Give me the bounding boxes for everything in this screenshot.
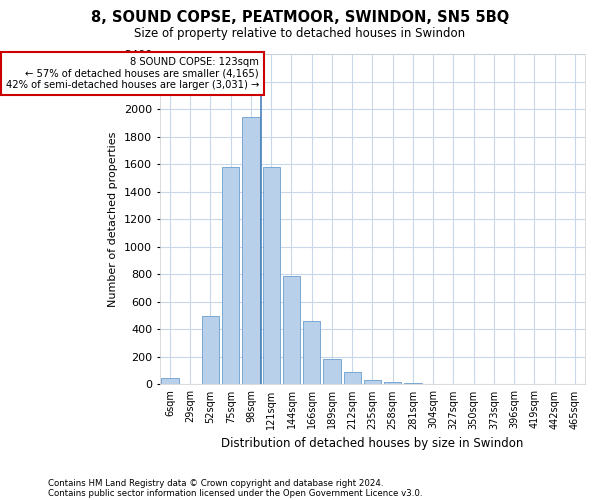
Text: 8, SOUND COPSE, PEATMOOR, SWINDON, SN5 5BQ: 8, SOUND COPSE, PEATMOOR, SWINDON, SN5 5…: [91, 10, 509, 25]
Bar: [222, 167, 239, 384]
Bar: [384, 382, 401, 384]
Bar: [364, 380, 381, 384]
Text: 8 SOUND COPSE: 123sqm
← 57% of detached houses are smaller (4,165)
42% of semi-d: 8 SOUND COPSE: 123sqm ← 57% of detached …: [5, 57, 259, 90]
Bar: [404, 383, 422, 384]
Bar: [202, 316, 219, 384]
Text: Size of property relative to detached houses in Swindon: Size of property relative to detached ho…: [134, 28, 466, 40]
Bar: [263, 167, 280, 384]
Bar: [161, 378, 179, 384]
Bar: [242, 118, 260, 384]
Y-axis label: Number of detached properties: Number of detached properties: [109, 132, 118, 307]
X-axis label: Distribution of detached houses by size in Swindon: Distribution of detached houses by size …: [221, 437, 524, 450]
Bar: [344, 372, 361, 384]
Bar: [323, 359, 341, 384]
Bar: [283, 276, 300, 384]
Text: Contains public sector information licensed under the Open Government Licence v3: Contains public sector information licen…: [48, 490, 422, 498]
Bar: [303, 321, 320, 384]
Text: Contains HM Land Registry data © Crown copyright and database right 2024.: Contains HM Land Registry data © Crown c…: [48, 478, 383, 488]
